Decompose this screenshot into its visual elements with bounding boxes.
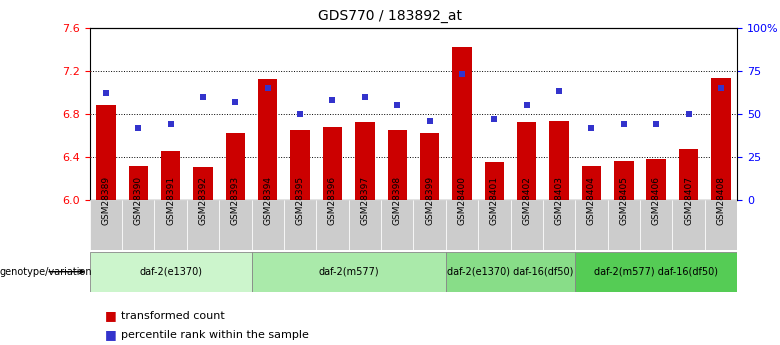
Text: GSM28390: GSM28390 <box>133 176 143 225</box>
Point <box>488 116 501 122</box>
Text: GSM28407: GSM28407 <box>684 176 693 225</box>
Text: transformed count: transformed count <box>121 311 225 321</box>
Bar <box>672 200 704 250</box>
Text: GSM28408: GSM28408 <box>716 176 725 225</box>
Point <box>650 121 662 127</box>
Bar <box>413 200 446 250</box>
Bar <box>154 200 187 250</box>
Point <box>553 89 566 94</box>
Point <box>197 94 209 99</box>
Text: GSM28402: GSM28402 <box>522 176 531 225</box>
Point <box>359 94 371 99</box>
Bar <box>225 133 245 200</box>
Bar <box>251 252 446 292</box>
Bar <box>478 200 510 250</box>
Text: GSM28393: GSM28393 <box>231 176 240 225</box>
Text: GSM28401: GSM28401 <box>490 176 499 225</box>
Bar <box>446 200 478 250</box>
Point <box>424 118 436 124</box>
Point <box>391 102 403 108</box>
Bar <box>96 105 115 200</box>
Bar <box>582 166 601 200</box>
Text: GSM28395: GSM28395 <box>296 176 305 225</box>
Bar <box>446 252 576 292</box>
Bar <box>122 200 154 250</box>
Text: GSM28397: GSM28397 <box>360 176 370 225</box>
Bar <box>510 200 543 250</box>
Text: GSM28405: GSM28405 <box>619 176 629 225</box>
Point <box>520 102 533 108</box>
Text: percentile rank within the sample: percentile rank within the sample <box>121 330 309 339</box>
Bar <box>129 166 148 200</box>
Bar <box>290 130 310 200</box>
Bar <box>608 200 640 250</box>
Bar <box>90 252 251 292</box>
Bar <box>284 200 317 250</box>
Point <box>456 71 468 77</box>
Bar <box>452 47 472 200</box>
Bar <box>576 252 737 292</box>
Bar <box>704 200 737 250</box>
Bar <box>576 200 608 250</box>
Point <box>165 121 177 127</box>
Bar <box>381 200 413 250</box>
Bar <box>543 200 576 250</box>
Text: GSM28404: GSM28404 <box>587 176 596 225</box>
Text: daf-2(e1370): daf-2(e1370) <box>139 267 202 277</box>
Bar <box>484 162 504 200</box>
Text: daf-2(m577): daf-2(m577) <box>318 267 379 277</box>
Bar <box>647 159 666 200</box>
Text: daf-2(m577) daf-16(df50): daf-2(m577) daf-16(df50) <box>594 267 718 277</box>
Text: GDS770 / 183892_at: GDS770 / 183892_at <box>318 9 462 23</box>
Text: GSM28396: GSM28396 <box>328 176 337 225</box>
Bar <box>640 200 672 250</box>
Text: ■: ■ <box>105 328 117 341</box>
Text: GSM28398: GSM28398 <box>392 176 402 225</box>
Point <box>100 90 112 96</box>
Bar <box>193 167 213 200</box>
Bar <box>549 121 569 200</box>
Text: GSM28389: GSM28389 <box>101 176 111 225</box>
Point <box>618 121 630 127</box>
Point <box>585 125 597 130</box>
Bar <box>614 161 633 200</box>
Bar <box>420 133 439 200</box>
Text: GSM28399: GSM28399 <box>425 176 434 225</box>
Point <box>294 111 307 117</box>
Text: genotype/variation: genotype/variation <box>0 267 93 277</box>
Bar <box>187 200 219 250</box>
Bar <box>355 122 374 200</box>
Bar <box>258 79 278 200</box>
Bar <box>517 122 537 200</box>
Point <box>229 99 242 105</box>
Text: GSM28394: GSM28394 <box>263 176 272 225</box>
Text: GSM28391: GSM28391 <box>166 176 176 225</box>
Bar <box>251 200 284 250</box>
Bar <box>323 127 342 200</box>
Bar <box>388 130 407 200</box>
Point <box>261 85 274 91</box>
Bar <box>161 150 180 200</box>
Bar <box>90 200 122 250</box>
Point <box>132 125 144 130</box>
Text: GSM28392: GSM28392 <box>198 176 207 225</box>
Bar <box>219 200 251 250</box>
Bar <box>711 78 731 200</box>
Point <box>714 85 727 91</box>
Text: GSM28403: GSM28403 <box>555 176 564 225</box>
Text: ■: ■ <box>105 309 117 322</box>
Text: GSM28406: GSM28406 <box>651 176 661 225</box>
Point <box>682 111 695 117</box>
Point <box>326 97 339 103</box>
Bar <box>679 149 698 200</box>
Text: daf-2(e1370) daf-16(df50): daf-2(e1370) daf-16(df50) <box>447 267 574 277</box>
Bar <box>317 200 349 250</box>
Text: GSM28400: GSM28400 <box>457 176 466 225</box>
Bar <box>349 200 381 250</box>
